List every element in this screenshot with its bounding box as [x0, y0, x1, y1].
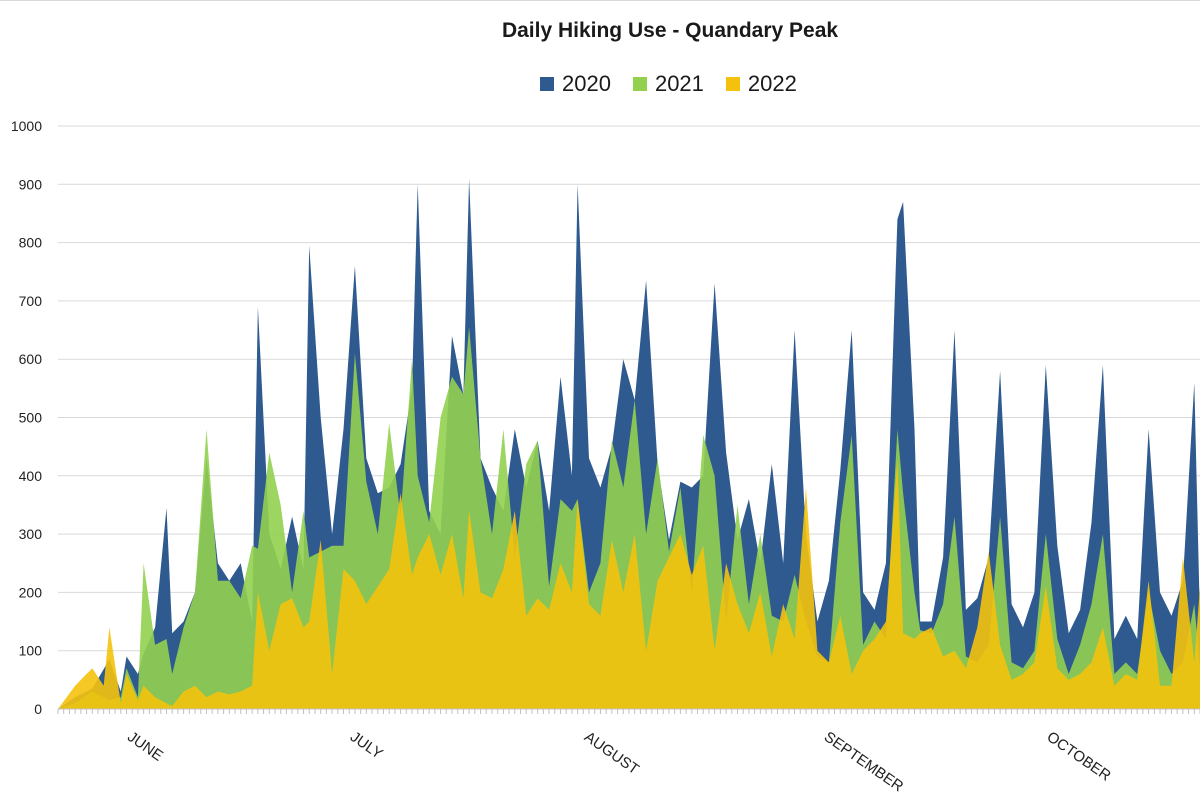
legend-label-2022: 2022 [747, 71, 797, 96]
month-label-july: JULY [347, 728, 386, 762]
month-label-june: JUNE [124, 728, 166, 764]
y-tick-label: 500 [19, 410, 43, 426]
y-tick-label: 1000 [11, 118, 42, 134]
legend: 2020 2021 2022 [540, 71, 797, 97]
y-tick-label: 800 [19, 235, 43, 251]
legend-item-2021: 2021 [632, 71, 704, 97]
legend-swatch-2022 [725, 77, 740, 91]
y-tick-label: 400 [19, 468, 43, 484]
chart-title: Daily Hiking Use - Quandary Peak [501, 19, 839, 42]
month-label-october: OCTOBER [1044, 728, 1114, 784]
y-tick-label: 200 [19, 584, 43, 600]
y-tick-label: 300 [19, 526, 43, 542]
legend-item-2022: 2022 [725, 71, 797, 97]
legend-label-2021: 2021 [654, 71, 704, 96]
legend-swatch-2021 [632, 77, 647, 91]
y-tick-label: 700 [19, 293, 43, 309]
y-tick-label: 600 [19, 351, 43, 367]
y-tick-label: 0 [34, 701, 42, 717]
legend-swatch-2020 [540, 77, 554, 91]
y-tick-label: 100 [19, 643, 43, 659]
month-label-august: AUGUST [581, 728, 642, 778]
month-label-september: SEPTEMBER [821, 728, 907, 795]
legend-label-2020: 2020 [562, 71, 611, 96]
legend-item-2020: 2020 [540, 71, 611, 97]
y-tick-label: 900 [19, 176, 43, 192]
area-series-2022 [58, 458, 1200, 709]
